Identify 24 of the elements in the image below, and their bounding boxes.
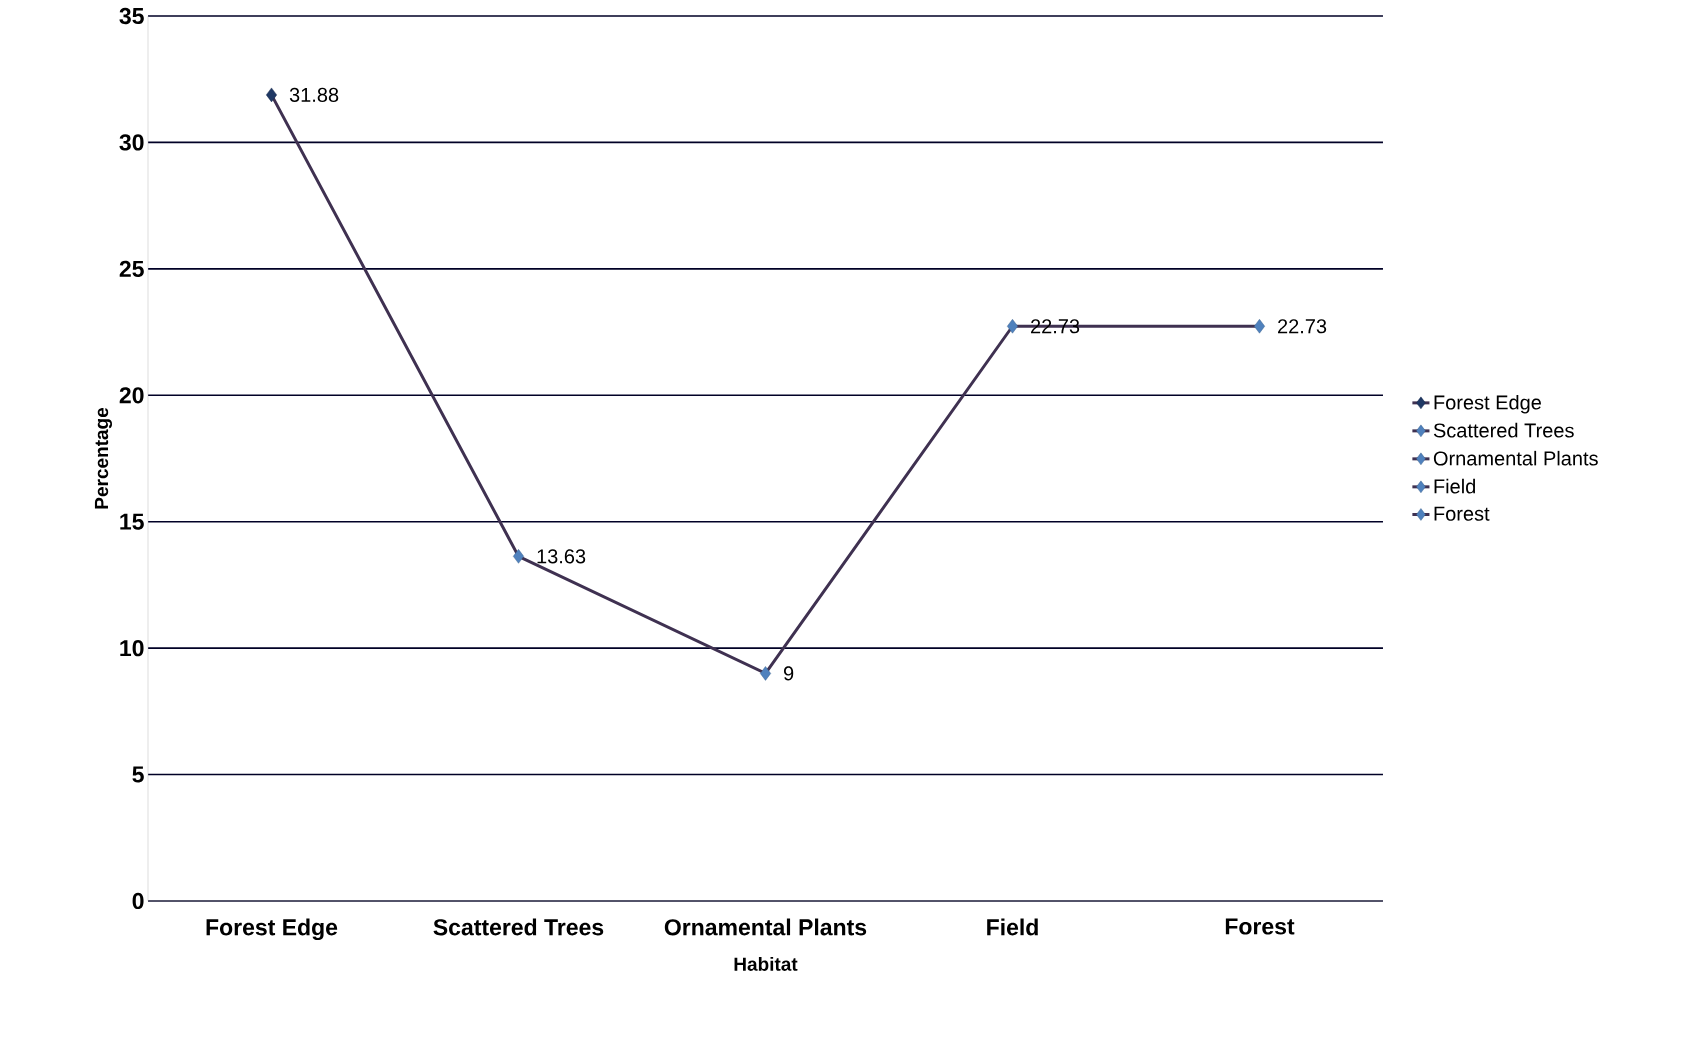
x-tick-label: Ornamental Plants	[664, 918, 867, 936]
y-tick-label: 10	[120, 639, 144, 657]
x-tick-label: Forest Edge	[206, 918, 338, 941]
data-label: 13.63	[537, 549, 586, 564]
x-tick-label: Forest	[1225, 918, 1295, 935]
y-tick-label: 5	[132, 766, 144, 783]
data-label: 31.88	[289, 87, 339, 102]
y-tick-label: 35	[119, 7, 144, 25]
y-tick-label: 20	[119, 387, 144, 404]
data-label: 22.73	[1278, 319, 1327, 334]
x-axis-title: Habitat	[734, 956, 798, 971]
y-tick-label: 25	[119, 260, 144, 277]
data-label: 9	[783, 666, 794, 681]
legend-label: Scattered Trees	[1433, 422, 1574, 438]
x-tick-label: Field	[987, 918, 1038, 936]
y-tick-label: 0	[132, 892, 144, 910]
legend-label: Ornamental Plants	[1433, 450, 1598, 466]
legend-label: Field	[1434, 478, 1476, 494]
y-tick-label: 15	[120, 513, 144, 530]
legend-label: Forest	[1434, 506, 1490, 521]
y-tick-label: 30	[119, 134, 144, 151]
x-tick-label: Scattered Trees	[433, 918, 604, 936]
y-axis-title: Percentage	[94, 407, 113, 509]
legend-label: Forest Edge	[1434, 394, 1541, 414]
